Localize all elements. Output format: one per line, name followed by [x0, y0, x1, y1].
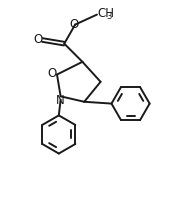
Text: CH: CH: [97, 7, 114, 20]
Text: O: O: [48, 67, 57, 80]
Text: 3: 3: [107, 12, 112, 20]
Text: O: O: [34, 33, 43, 46]
Text: N: N: [56, 94, 65, 107]
Text: O: O: [70, 18, 79, 31]
